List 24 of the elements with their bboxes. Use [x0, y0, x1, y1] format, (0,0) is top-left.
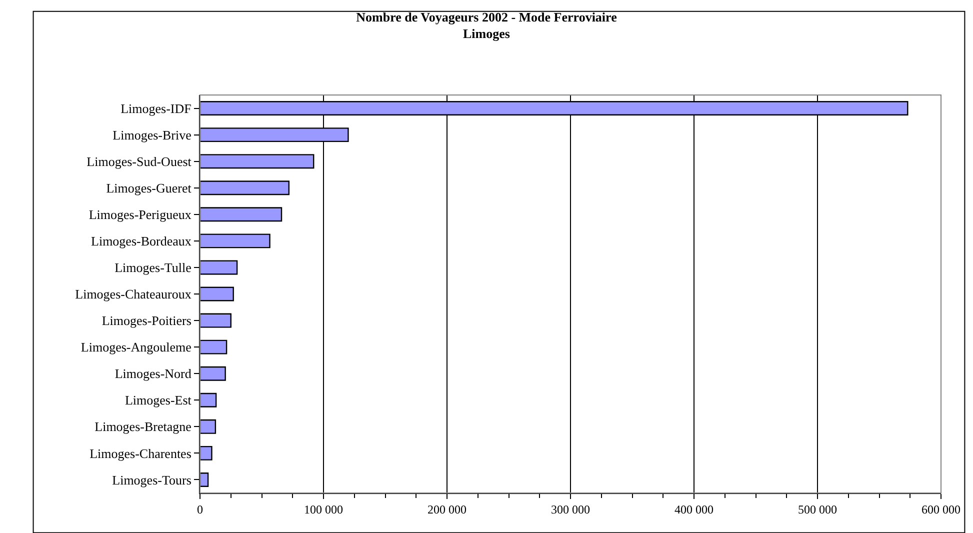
x-tick-label: 300 000: [551, 502, 590, 516]
y-tick-label: Limoges-Sud-Ouest: [86, 154, 192, 169]
y-tick-label: Limoges-Est: [124, 392, 192, 408]
y-tick-label: Limoges-Bretagne: [94, 419, 192, 434]
y-tick-label: Limoges-Brive: [112, 127, 192, 142]
x-tick-label: 100 000: [304, 502, 343, 516]
y-tick-label: Limoges-Charentes: [90, 446, 192, 461]
y-tick-label: Limoges-Poitiers: [102, 313, 192, 328]
y-tick-label: Limoges-Perigueux: [88, 206, 192, 222]
y-tick-label: Limoges-Nord: [114, 366, 192, 382]
y-tick-label: Limoges-Tours: [112, 472, 192, 488]
y-tick-label: Limoges-Gueret: [106, 180, 192, 196]
y-tick-label: Limoges-Chateauroux: [75, 286, 192, 302]
x-tick-label: 400 000: [674, 502, 714, 516]
x-tick-label: 600 000: [922, 502, 960, 516]
x-tick-label: 200 000: [428, 502, 466, 516]
y-tick-label: Limoges-Angouleme: [80, 340, 192, 355]
y-tick-label: Limoges-IDF: [120, 100, 192, 116]
chart-title: Nombre de Voyageurs 2002 - Mode Ferroviaire: [356, 9, 618, 24]
chart-subtitle: Limoges: [463, 26, 510, 42]
y-tick-label: Limoges-Tulle: [114, 260, 192, 276]
x-tick-label: 0: [197, 502, 203, 516]
x-tick-label: 500 000: [798, 502, 837, 516]
y-tick-label: Limoges-Bordeaux: [91, 233, 192, 248]
